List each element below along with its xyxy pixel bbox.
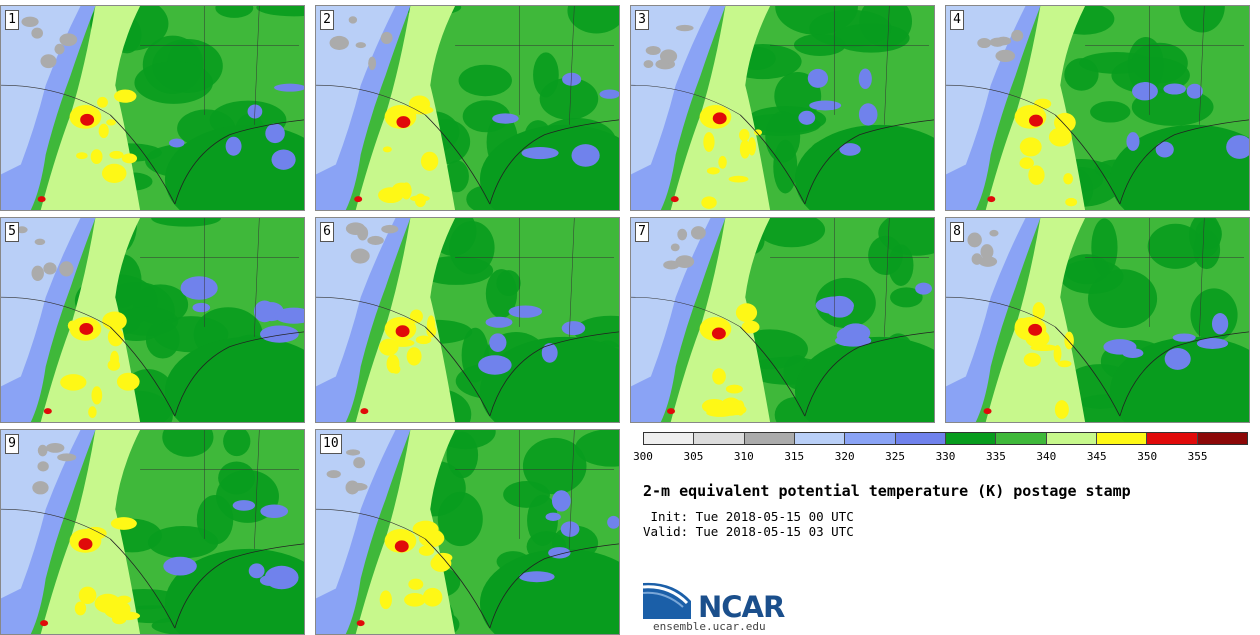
panel-number: 5	[5, 222, 19, 242]
ensemble-map	[631, 6, 934, 210]
map-panel-6[interactable]: 6	[315, 217, 620, 423]
colorbar-tick-label: 340	[1036, 450, 1057, 463]
panel-number: 10	[320, 434, 342, 454]
colorbar-segment	[744, 433, 795, 444]
panel-number: 4	[950, 10, 964, 30]
valid-time: Valid: Tue 2018-05-15 03 UTC	[643, 524, 854, 539]
colorbar-tick-label: 315	[784, 450, 805, 463]
colorbar-segment	[1046, 433, 1097, 444]
map-panel-3[interactable]: 3	[630, 5, 935, 211]
colorbar-tick-label: 300	[633, 450, 653, 463]
panel-number: 8	[950, 222, 964, 242]
colorbar-tick-label: 310	[733, 450, 754, 463]
ensemble-map	[1, 430, 304, 634]
panel-number: 1	[5, 10, 19, 30]
panel-number: 6	[320, 222, 334, 242]
colorbar-segment	[945, 433, 997, 444]
init-time: Init: Tue 2018-05-15 00 UTC	[643, 509, 854, 524]
colorbar-tick-label: 355	[1187, 450, 1208, 463]
ensemble-map	[1, 218, 304, 422]
ensemble-map	[316, 6, 619, 210]
ensemble-map	[316, 430, 619, 634]
colorbar-labels: 300 305 310 315 320 325 330 335 340 345 350 355	[633, 450, 1248, 466]
colorbar-tick-label: 320	[834, 450, 855, 463]
colorbar-segment	[996, 433, 1047, 444]
colorbar-segment	[1096, 433, 1148, 444]
colorbar-tick-label: 345	[1086, 450, 1107, 463]
ensemble-map	[946, 218, 1249, 422]
chart-title: 2-m equivalent potential temperature (K)…	[643, 482, 1131, 500]
panel-number: 3	[635, 10, 649, 30]
map-panel-4[interactable]: 4	[945, 5, 1250, 211]
colorbar-segment	[644, 433, 695, 444]
site-url: ensemble.ucar.edu	[653, 620, 766, 633]
map-panel-8[interactable]: 8	[945, 217, 1250, 423]
panel-number: 9	[5, 434, 19, 454]
colorbar-segment	[895, 433, 946, 444]
colorbar	[643, 432, 1248, 445]
panel-number: 2	[320, 10, 334, 30]
ensemble-map	[1, 6, 304, 210]
map-panel-10[interactable]: 10	[315, 429, 620, 635]
logo-text: NCAR	[698, 590, 785, 624]
colorbar-tick-label: 330	[935, 450, 956, 463]
colorbar-tick-label: 325	[885, 450, 906, 463]
panel-number: 7	[635, 222, 649, 242]
colorbar-segment	[794, 433, 846, 444]
map-panel-2[interactable]: 2	[315, 5, 620, 211]
map-panel-5[interactable]: 5	[0, 217, 305, 423]
colorbar-segment	[1147, 433, 1198, 444]
ensemble-map	[946, 6, 1249, 210]
colorbar-segment	[1197, 433, 1247, 444]
map-panel-9[interactable]: 9	[0, 429, 305, 635]
colorbar-tick-label: 305	[683, 450, 704, 463]
map-panel-7[interactable]: 7	[630, 217, 935, 423]
colorbar-tick-label: 350	[1137, 450, 1158, 463]
colorbar-segment	[694, 433, 745, 444]
map-panel-1[interactable]: 1	[0, 5, 305, 211]
colorbar-segment	[845, 433, 896, 444]
colorbar-tick-label: 335	[985, 450, 1006, 463]
ncar-logo-icon	[643, 582, 691, 619]
ensemble-map	[631, 218, 934, 422]
ensemble-map	[316, 218, 619, 422]
